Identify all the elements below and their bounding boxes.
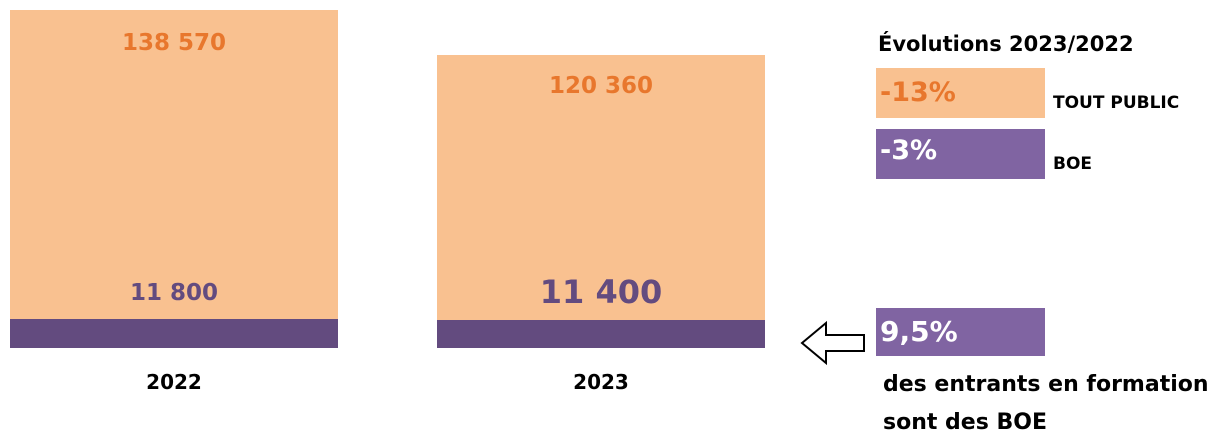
- arrow-left-icon: [800, 320, 865, 366]
- evolution-tout-public-value: -13%: [876, 68, 1045, 118]
- bar-2022: 138 570 11 800: [10, 10, 338, 348]
- category-label-2022: 2022: [146, 370, 202, 394]
- share-text-line1: des entrants en formation: [883, 372, 1209, 397]
- data-label-boe-2023: 11 400: [539, 273, 663, 311]
- bar-2023: 120 360 11 400: [437, 55, 765, 348]
- data-label-boe-2022: 11 800: [129, 280, 219, 306]
- bar-segment-tout-public-2023: 120 360 11 400: [437, 55, 765, 320]
- bar-segment-boe-2022: [10, 319, 338, 348]
- data-label-tout-public-2022: 138 570: [121, 30, 227, 56]
- evolutions-title: Évolutions 2023/2022: [878, 32, 1134, 56]
- category-label-2023: 2023: [573, 370, 629, 394]
- share-value: 9,5%: [876, 308, 1045, 356]
- evolution-boe-value: -3%: [876, 129, 1045, 179]
- bar-segment-boe-2023: [437, 320, 765, 348]
- share-text-line2: sont des BOE: [883, 410, 1047, 435]
- data-label-tout-public-2023: 120 360: [548, 73, 654, 99]
- evolution-boe-label: BOE: [1053, 154, 1093, 174]
- bar-segment-tout-public-2022: 138 570 11 800: [10, 10, 338, 319]
- evolution-tout-public-label: TOUT PUBLIC: [1053, 93, 1180, 113]
